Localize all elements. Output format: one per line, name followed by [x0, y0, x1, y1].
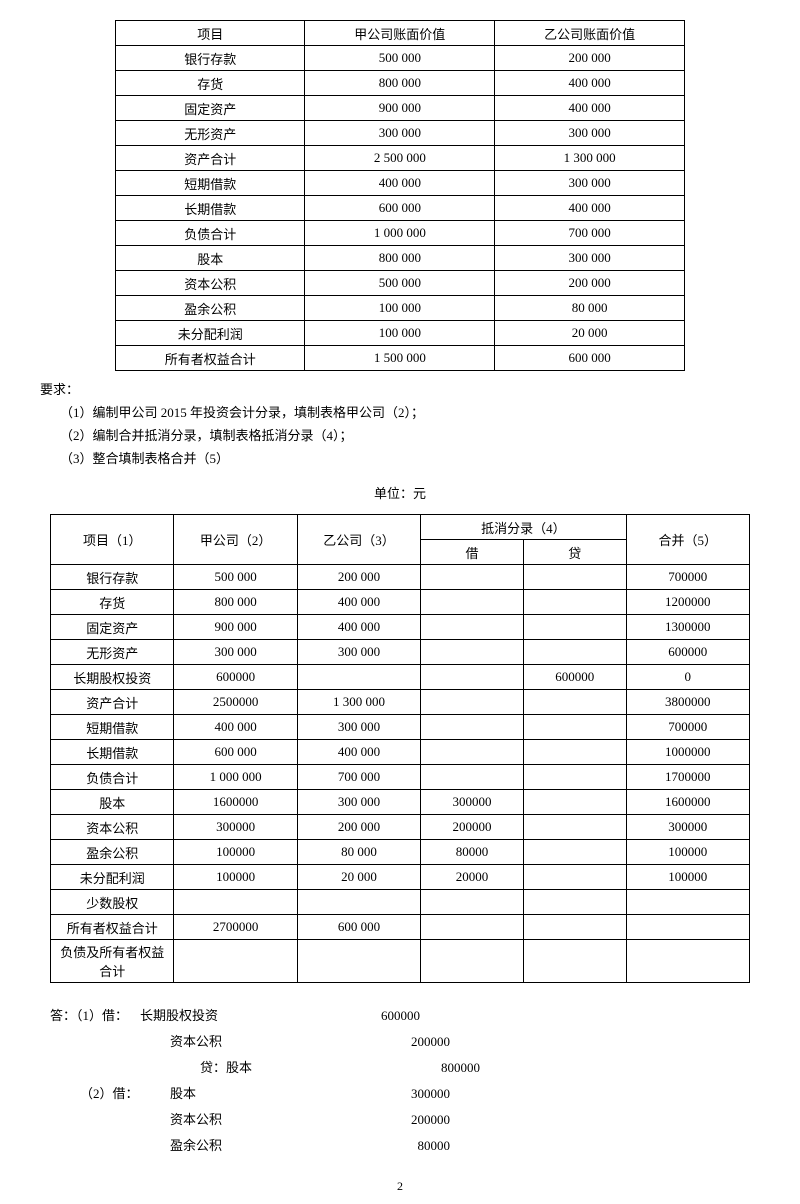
- header-elim: 抵消分录（4）: [421, 515, 626, 540]
- table-row: 资本公积300000200 000200000300000: [51, 815, 750, 840]
- answer-account: 资本公积: [140, 1107, 330, 1133]
- answer-prefix: [50, 1055, 140, 1081]
- table-row: 盈余公积100 00080 000: [116, 296, 685, 321]
- unit-label: 单位：元: [40, 483, 760, 502]
- table-row: 负债合计1 000 000700 0001700000: [51, 765, 750, 790]
- answer-account: 资本公积: [140, 1029, 330, 1055]
- answer-prefix: [50, 1029, 140, 1055]
- answer-line: 盈余公积 80000: [50, 1133, 760, 1159]
- table-row: 存货800 000400 0001200000: [51, 590, 750, 615]
- table-row: 资产合计25000001 300 0003800000: [51, 690, 750, 715]
- answer-account: 贷：股本: [140, 1055, 360, 1081]
- subheader-credit: 贷: [523, 540, 626, 565]
- subheader-debit: 借: [421, 540, 524, 565]
- table-row: 所有者权益合计1 500 000600 000: [116, 346, 685, 371]
- answer-line: （2）借： 股本 300000: [50, 1081, 760, 1107]
- table-row: 所有者权益合计2700000600 000: [51, 915, 750, 940]
- table-row: 长期借款600 000400 0001000000: [51, 740, 750, 765]
- requirement-item: （1）编制甲公司 2015 年投资会计分录，填制表格甲公司（2）；: [60, 402, 760, 421]
- answer-amount: 300000: [330, 1081, 490, 1107]
- answer-prefix: （2）借：: [50, 1081, 170, 1107]
- header-a: 甲公司账面价值: [305, 21, 495, 46]
- answer-line: 资本公积 200000: [50, 1029, 760, 1055]
- header-item: 项目: [116, 21, 305, 46]
- answer-prefix: [50, 1107, 140, 1133]
- table-row: 少数股权: [51, 890, 750, 915]
- page-number: 2: [40, 1179, 760, 1194]
- answer-amount: 600000: [300, 1003, 460, 1029]
- table-row: 负债及所有者权益合计: [51, 940, 750, 983]
- table-row: 长期股权投资6000006000000: [51, 665, 750, 690]
- answer-block: 答：（1）借： 长期股权投资 600000 资本公积 200000 贷：股本 8…: [50, 1003, 760, 1159]
- table-row: 盈余公积10000080 00080000100000: [51, 840, 750, 865]
- answer-line: 资本公积 200000: [50, 1107, 760, 1133]
- table-row: 股本800 000300 000: [116, 246, 685, 271]
- answer-amount: 80000: [330, 1133, 490, 1159]
- table-row: 未分配利润100 00020 000: [116, 321, 685, 346]
- table-row: 银行存款500 000200 000: [116, 46, 685, 71]
- answer-account: 长期股权投资: [140, 1003, 300, 1029]
- answer-prefix: [50, 1133, 140, 1159]
- table-row: 固定资产900 000400 0001300000: [51, 615, 750, 640]
- table-row: 短期借款400 000300 000: [116, 171, 685, 196]
- table-row: 长期借款600 000400 000: [116, 196, 685, 221]
- answer-amount: 800000: [360, 1055, 520, 1081]
- table-row: 股本1600000300 0003000001600000: [51, 790, 750, 815]
- header-b: 乙公司（3）: [297, 515, 420, 565]
- answer-account: 盈余公积: [140, 1133, 330, 1159]
- requirement-item: （3）整合填制表格合并（5）: [60, 448, 760, 467]
- table-row: 未分配利润10000020 00020000100000: [51, 865, 750, 890]
- header-b: 乙公司账面价值: [495, 21, 685, 46]
- table-row: 存货800 000400 000: [116, 71, 685, 96]
- table-row: 短期借款400 000300 000700000: [51, 715, 750, 740]
- table-row: 项目（1） 甲公司（2） 乙公司（3） 抵消分录（4） 合并（5）: [51, 515, 750, 540]
- table-row: 资产合计2 500 0001 300 000: [116, 146, 685, 171]
- balance-table: 项目 甲公司账面价值 乙公司账面价值 银行存款500 000200 000 存货…: [115, 20, 685, 371]
- header-a: 甲公司（2）: [174, 515, 297, 565]
- answer-amount: 200000: [330, 1029, 490, 1055]
- answer-line: 贷：股本 800000: [50, 1055, 760, 1081]
- table-row: 无形资产300 000300 000600000: [51, 640, 750, 665]
- table-row: 负债合计1 000 000700 000: [116, 221, 685, 246]
- table-row: 资本公积500 000200 000: [116, 271, 685, 296]
- answer-line: 答：（1）借： 长期股权投资 600000: [50, 1003, 760, 1029]
- header-item: 项目（1）: [51, 515, 174, 565]
- requirement-item: （2）编制合并抵消分录，填制表格抵消分录（4）；: [60, 425, 760, 444]
- answer-amount: 200000: [330, 1107, 490, 1133]
- answer-prefix: 答：（1）借：: [50, 1003, 140, 1029]
- table-row: 项目 甲公司账面价值 乙公司账面价值: [116, 21, 685, 46]
- answer-account: 股本: [170, 1081, 330, 1107]
- requirements-title: 要求：: [40, 379, 760, 398]
- header-consol: 合并（5）: [626, 515, 749, 565]
- consolidation-table: 项目（1） 甲公司（2） 乙公司（3） 抵消分录（4） 合并（5） 借 贷 银行…: [50, 514, 750, 983]
- table-row: 银行存款500 000200 000700000: [51, 565, 750, 590]
- table-row: 固定资产900 000400 000: [116, 96, 685, 121]
- table-row: 无形资产300 000300 000: [116, 121, 685, 146]
